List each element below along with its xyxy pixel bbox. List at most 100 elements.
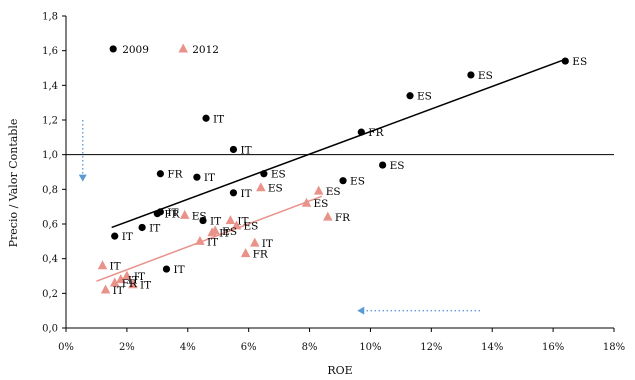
data-point-2012 <box>250 237 260 247</box>
data-point-2009 <box>561 57 569 65</box>
data-label: IT <box>134 271 145 283</box>
y-tick-label: 0,6 <box>42 220 58 231</box>
data-point-2012 <box>100 284 111 294</box>
data-label: IT <box>237 216 248 228</box>
data-label: IT <box>213 113 224 125</box>
data-point-2009 <box>467 71 475 79</box>
data-label: IT <box>110 261 121 273</box>
x-tick-label: 8% <box>302 342 318 353</box>
data-label: ES <box>390 160 405 172</box>
data-point-2009 <box>199 216 207 225</box>
legend: 2009 2012 <box>109 43 219 56</box>
data-point-2009 <box>111 232 119 240</box>
data-point-2009 <box>138 223 146 232</box>
data-label: IT <box>240 188 251 200</box>
data-label: IT <box>262 238 273 250</box>
y-tick-label: 0,4 <box>42 254 58 265</box>
data-label: ES <box>350 176 365 188</box>
legend-marker-2009 <box>109 45 117 53</box>
x-tick-label: 12% <box>420 342 442 353</box>
data-point-2012 <box>179 209 190 219</box>
data-point-2012 <box>256 182 266 192</box>
x-tick-label: 18% <box>603 342 625 353</box>
trend-line-2009 <box>111 58 566 229</box>
trend-line-2012 <box>96 195 322 282</box>
y-tick-label: 1,2 <box>42 116 58 127</box>
data-label: IT <box>113 285 124 297</box>
data-point-2012 <box>210 225 220 235</box>
data-point-2012 <box>240 248 251 258</box>
x-tick-label: 0% <box>58 342 74 353</box>
axes: 0% 2% 4% 6% 8% 10% 12% 14% 16% 18% 0,0 0,2 0,4 0,6 0,8… <box>42 12 625 354</box>
data-point-2009 <box>260 170 268 178</box>
data-label: ES <box>192 210 207 222</box>
data-point-2012 <box>109 277 120 287</box>
y-axis-title: Precio / Valor Contable <box>7 119 20 248</box>
data-point-2009 <box>193 173 201 181</box>
data-point-2009 <box>406 92 414 100</box>
data-label: ES <box>271 169 286 181</box>
data-label: IT <box>219 228 230 240</box>
data-point-2009 <box>162 265 171 273</box>
data-point-2009 <box>202 114 210 122</box>
x-tick-label: 6% <box>241 342 257 353</box>
data-label: ES <box>417 91 432 103</box>
data-label: ES <box>222 226 237 238</box>
data-label: FR <box>122 278 138 290</box>
data-point-2012 <box>122 270 132 280</box>
data-point-2012 <box>195 235 205 245</box>
x-tick-label: 2% <box>119 342 135 353</box>
annotations <box>78 120 481 315</box>
data-label: FR <box>167 169 183 181</box>
data-label: FR <box>253 248 269 260</box>
legend-marker-2012 <box>178 43 188 53</box>
data-label: ES <box>326 186 341 198</box>
data-point-2012 <box>323 211 333 221</box>
data-point-2012 <box>225 215 236 225</box>
data-point-2012 <box>231 220 242 230</box>
data-point-2009 <box>156 170 164 178</box>
y-tick-label: 1,4 <box>42 81 58 92</box>
y-tick-label: 1,0 <box>42 150 58 161</box>
data-point-2009 <box>357 128 365 136</box>
data-point-2012 <box>313 185 324 195</box>
data-point-2009 <box>339 177 347 185</box>
x-tick-label: 16% <box>542 342 564 353</box>
data-point-2012 <box>301 197 312 207</box>
data-point-2012 <box>128 279 138 289</box>
data-point-2012 <box>116 274 126 284</box>
data-label: FR <box>368 127 384 139</box>
data-label: IT <box>140 280 151 292</box>
data-label: ES <box>314 198 329 210</box>
data-point-2012 <box>97 260 108 270</box>
data-point-2009 <box>379 161 387 169</box>
y-tick-label: 1,6 <box>42 46 58 57</box>
x-axis-title: ROE <box>327 364 352 377</box>
trend-lines <box>96 58 566 282</box>
x-tick-label: 10% <box>359 342 381 353</box>
data-label: IT <box>173 264 184 276</box>
data-label: IT <box>210 216 221 228</box>
data-label: IT <box>167 207 178 219</box>
data-label: FR <box>164 209 180 221</box>
legend-label: 2009 <box>122 44 149 56</box>
data-label: ES <box>478 70 493 82</box>
data-label: IT <box>204 172 215 184</box>
data-label: FR <box>335 212 351 224</box>
y-tick-label: 0,0 <box>42 324 58 335</box>
y-tick-label: 0,8 <box>42 185 58 196</box>
x-tick-label: 14% <box>481 342 503 353</box>
data-label: IT <box>122 231 133 243</box>
x-tick-label: 4% <box>180 342 196 353</box>
data-point-2009 <box>229 189 238 197</box>
data-label: IT <box>149 222 160 234</box>
data-point-2009 <box>156 208 164 216</box>
data-label: IT <box>240 144 251 156</box>
data-label: IT <box>207 236 218 248</box>
data-point-2009 <box>229 145 238 154</box>
legend-label: 2012 <box>192 44 219 56</box>
data-label: ES <box>243 221 258 233</box>
y-tick-label: 1,8 <box>42 12 58 23</box>
